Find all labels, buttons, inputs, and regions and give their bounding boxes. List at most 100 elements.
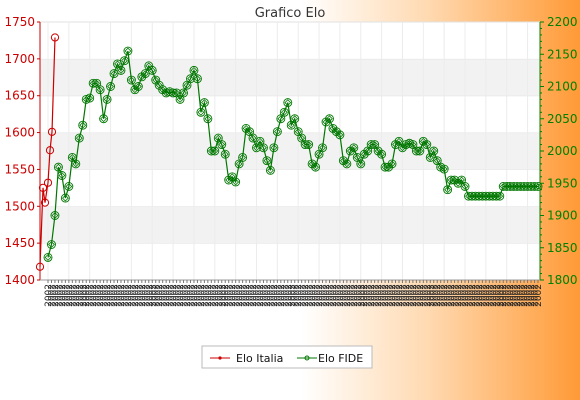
fide-point bbox=[102, 94, 112, 104]
x-tick-label: 2002 bbox=[461, 284, 471, 307]
fide-point-diamond bbox=[211, 147, 219, 155]
fide-point-diamond bbox=[141, 70, 149, 77]
x-tick-label: 2002 bbox=[329, 284, 339, 307]
x-tick-label: 2002 bbox=[44, 284, 54, 307]
fide-point-diamond bbox=[346, 147, 354, 155]
fide-point-ring bbox=[429, 146, 439, 156]
fide-point bbox=[147, 65, 157, 75]
x-tick-label: 2002 bbox=[475, 284, 485, 307]
fide-point bbox=[189, 65, 199, 75]
fide-point-diamond bbox=[381, 163, 389, 171]
x-tick-label: 2002 bbox=[134, 284, 144, 307]
x-tick-label: 2002 bbox=[332, 284, 342, 307]
x-tick-label: 2002 bbox=[200, 284, 210, 307]
fide-point bbox=[217, 140, 227, 150]
x-tick-label: 2002 bbox=[287, 284, 297, 307]
fide-point-diamond bbox=[333, 128, 340, 136]
x-tick-label: 2002 bbox=[65, 284, 75, 307]
left-tick-label: 1700 bbox=[4, 52, 35, 66]
x-tick-label: 2002 bbox=[496, 284, 506, 307]
fide-point-diamond bbox=[134, 83, 142, 90]
fide-point-ring bbox=[88, 78, 98, 88]
x-tick-label: 2002 bbox=[232, 284, 242, 307]
fide-point bbox=[342, 159, 352, 169]
x-tick-label: 2002 bbox=[190, 284, 200, 307]
x-tick-label: 2002 bbox=[138, 284, 148, 307]
fide-point bbox=[331, 127, 341, 137]
fide-point bbox=[533, 182, 543, 191]
fide-point-diamond bbox=[520, 183, 528, 190]
fide-point-diamond bbox=[305, 141, 313, 148]
fide-point-diamond bbox=[357, 160, 365, 168]
fide-point-diamond bbox=[385, 163, 392, 171]
fide-point-diamond bbox=[458, 176, 465, 184]
x-tick-label: 2002 bbox=[291, 284, 301, 307]
x-tick-label: 2002 bbox=[392, 284, 402, 307]
x-tick-label: 2002 bbox=[440, 284, 450, 307]
fide-point-diamond bbox=[190, 66, 198, 74]
fide-point bbox=[196, 107, 206, 117]
fide-point bbox=[43, 252, 53, 262]
fide-point bbox=[144, 61, 154, 71]
fide-point-diamond bbox=[110, 70, 118, 77]
fide-point-diamond bbox=[378, 150, 386, 158]
fide-point-diamond bbox=[534, 183, 542, 190]
x-tick-label: 2002 bbox=[464, 284, 474, 307]
fide-point-diamond bbox=[426, 154, 434, 161]
fide-point-ring bbox=[325, 114, 334, 124]
fide-point-ring bbox=[99, 114, 109, 124]
x-tick-label: 2002 bbox=[100, 284, 110, 307]
fide-point-ring bbox=[192, 74, 202, 84]
fide-point-ring bbox=[530, 182, 539, 191]
fide-point-diamond bbox=[263, 157, 271, 165]
fide-point bbox=[373, 146, 383, 156]
fide-point-ring bbox=[345, 146, 355, 156]
fide-point-ring bbox=[179, 88, 188, 98]
legend-box bbox=[201, 345, 373, 369]
fide-point-diamond bbox=[301, 141, 309, 148]
fide-point-ring bbox=[321, 117, 331, 127]
x-tick-label: 2002 bbox=[294, 284, 304, 307]
fide-point-diamond bbox=[482, 192, 490, 200]
fide-point bbox=[74, 133, 84, 143]
fide-point-diamond bbox=[326, 115, 333, 123]
fide-point bbox=[224, 175, 234, 185]
fide-point-ring bbox=[158, 85, 168, 95]
fide-point bbox=[133, 82, 143, 91]
x-tick-label: 2002 bbox=[47, 284, 57, 307]
fide-point-ring bbox=[231, 177, 241, 187]
fide-point-ring bbox=[411, 146, 421, 156]
fide-point-diamond bbox=[96, 86, 104, 94]
fide-point-ring bbox=[189, 65, 199, 75]
x-tick-label: 2002 bbox=[374, 284, 384, 307]
x-tick-label: 2002 bbox=[148, 284, 158, 307]
legend-italia-marker bbox=[218, 356, 222, 360]
x-tick-label: 2002 bbox=[120, 284, 130, 307]
x-tick-label: 2002 bbox=[444, 284, 454, 307]
fide-point-ring bbox=[359, 149, 369, 159]
legend-label-italia: Elo Italia bbox=[236, 352, 283, 365]
fide-point-ring bbox=[168, 88, 178, 98]
x-tick-label: 2002 bbox=[183, 284, 193, 307]
fide-point bbox=[328, 123, 338, 133]
fide-point-diamond bbox=[48, 241, 55, 248]
x-tick-label: 2002 bbox=[360, 284, 370, 307]
x-tick-label: 2002 bbox=[322, 284, 332, 307]
x-tick-label: 2002 bbox=[395, 284, 405, 307]
fide-point bbox=[325, 114, 334, 124]
fide-point bbox=[359, 149, 369, 159]
x-tick-label: 2002 bbox=[517, 284, 527, 307]
fide-point bbox=[269, 143, 279, 153]
fide-point-ring bbox=[422, 140, 432, 150]
fide-point bbox=[530, 182, 539, 191]
fide-point-diamond bbox=[503, 183, 511, 190]
x-tick-label: 2002 bbox=[451, 284, 461, 307]
x-tick-label: 2002 bbox=[489, 284, 499, 307]
fide-point-diamond bbox=[260, 144, 267, 152]
fide-point bbox=[99, 114, 109, 124]
fide-point-diamond bbox=[492, 192, 500, 200]
fide-point-diamond bbox=[371, 141, 379, 148]
x-tick-label: 2002 bbox=[336, 284, 346, 307]
fide-point-diamond bbox=[166, 88, 174, 96]
fide-point-diamond bbox=[183, 81, 191, 89]
